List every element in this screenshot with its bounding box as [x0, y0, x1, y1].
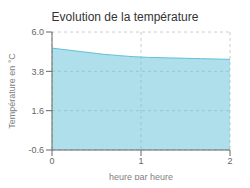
- svg-text:0: 0: [49, 156, 54, 166]
- svg-text:heure par heure: heure par heure: [109, 172, 173, 180]
- svg-text:1: 1: [138, 156, 143, 166]
- svg-text:-0.6: -0.6: [28, 145, 44, 155]
- svg-text:Température en °C: Température en °C: [8, 53, 17, 129]
- html-text:Evolution de la température: Evolution de la température: [51, 10, 199, 24]
- svg-text:3.8: 3.8: [31, 67, 44, 77]
- svg-text:6.0: 6.0: [31, 27, 44, 37]
- svg-text:1.6: 1.6: [31, 106, 44, 116]
- svg-text:2: 2: [227, 156, 232, 166]
